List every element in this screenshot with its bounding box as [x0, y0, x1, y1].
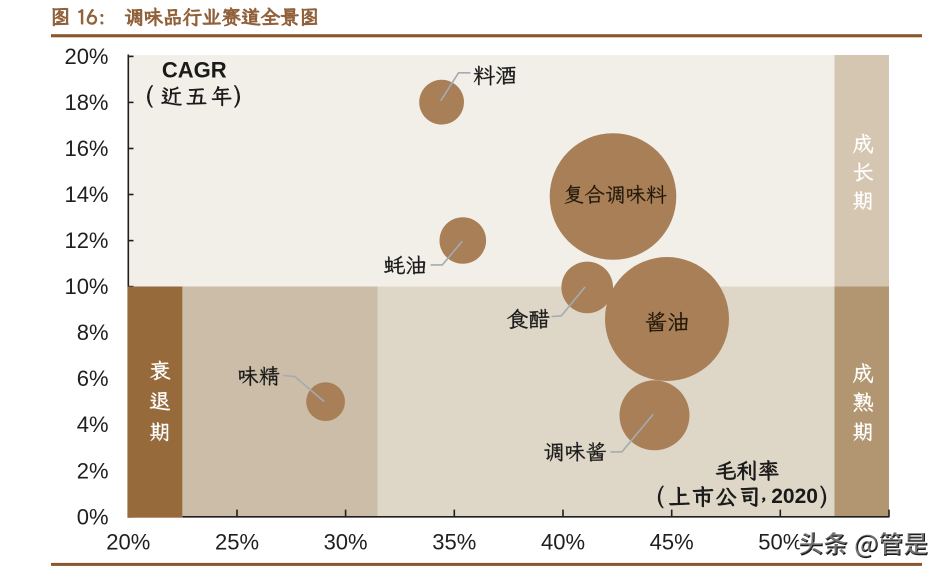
- svg-text:20%: 20%: [106, 529, 150, 554]
- svg-text:12%: 12%: [64, 228, 108, 253]
- svg-text:8%: 8%: [77, 320, 109, 345]
- svg-text:45%: 45%: [650, 529, 694, 554]
- svg-text:2020: 2020: [771, 485, 818, 508]
- svg-text:10%: 10%: [64, 274, 108, 299]
- svg-text:2%: 2%: [77, 458, 109, 483]
- svg-text:14%: 14%: [64, 182, 108, 207]
- svg-text:6%: 6%: [77, 366, 109, 391]
- svg-text:30%: 30%: [324, 529, 368, 554]
- svg-text:40%: 40%: [541, 529, 585, 554]
- svg-text:35%: 35%: [432, 529, 476, 554]
- svg-text:18%: 18%: [64, 90, 108, 115]
- svg-text:50%: 50%: [758, 529, 802, 554]
- svg-text:0%: 0%: [77, 504, 109, 529]
- svg-text:25%: 25%: [215, 529, 259, 554]
- svg-text:20%: 20%: [64, 44, 108, 69]
- svg-text:4%: 4%: [77, 412, 109, 437]
- svg-text:CAGR: CAGR: [162, 58, 227, 83]
- svg-text:16%: 16%: [64, 136, 108, 161]
